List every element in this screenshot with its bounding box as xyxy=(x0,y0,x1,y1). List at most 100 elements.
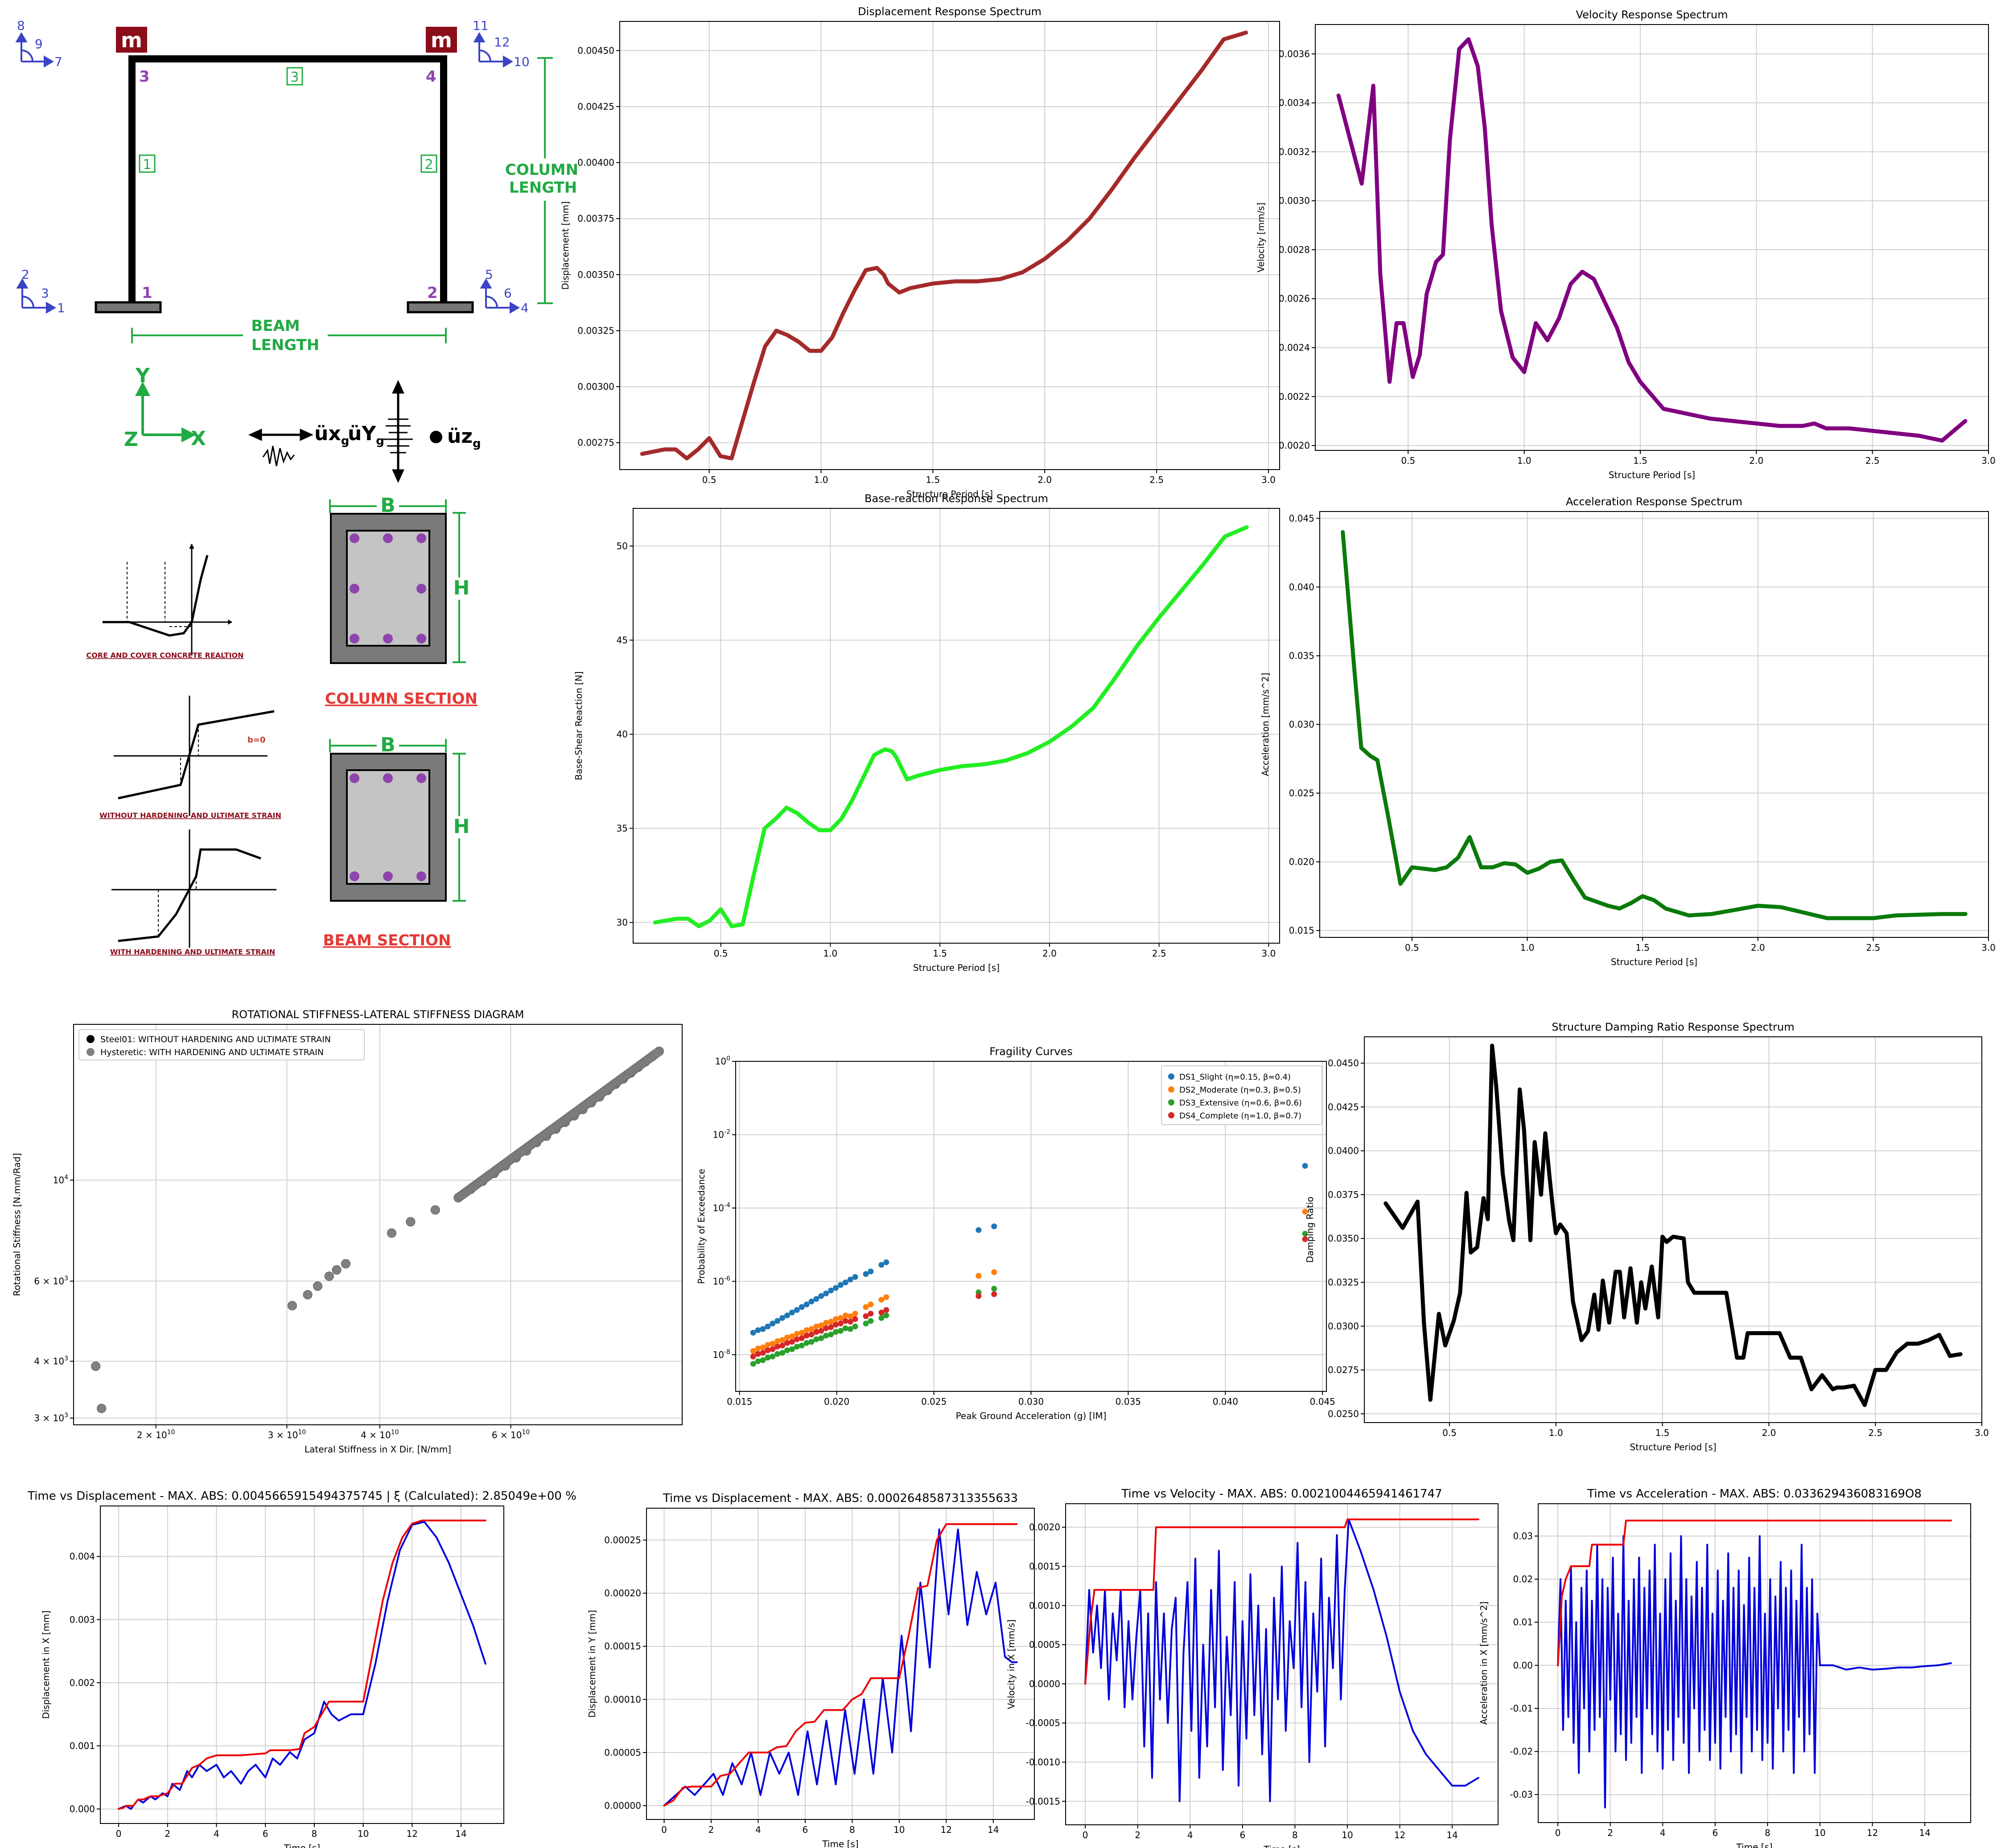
series-line-1 xyxy=(1084,1518,1479,1685)
excitation-y-arrow-icon xyxy=(383,380,413,483)
x-tick-label: 0.5 xyxy=(1401,455,1415,466)
y-tick-label: 0.0425 xyxy=(1328,1101,1359,1112)
scatter-point xyxy=(976,1273,982,1279)
y-tick-label: 0.00025 xyxy=(604,1534,641,1545)
series-line-0 xyxy=(653,525,1249,928)
scatter-point xyxy=(313,1281,322,1291)
x-tick-label: 0.035 xyxy=(1116,1396,1141,1407)
x-tick-label: 8 xyxy=(312,1828,317,1839)
scatter-point xyxy=(832,1329,839,1335)
scatter-point xyxy=(97,1403,107,1413)
y-tick-label: 0.00300 xyxy=(577,381,614,392)
scatter-point xyxy=(818,1335,824,1341)
x-axis-label: Time [s] xyxy=(1736,1842,1772,1848)
scatter-point xyxy=(765,1342,771,1348)
y-tick-label: 0.0375 xyxy=(1328,1189,1359,1200)
scatter-point xyxy=(883,1312,889,1319)
y-tick-label: 0.0325 xyxy=(1328,1277,1359,1287)
x-tick-label: 14 xyxy=(455,1828,466,1839)
x-tick-label: 0.5 xyxy=(714,948,728,959)
x-tick-label: 10 xyxy=(893,1824,905,1835)
scatter-point xyxy=(808,1339,815,1345)
scatter-point xyxy=(760,1344,766,1350)
x-tick-label: 6 xyxy=(1239,1830,1245,1840)
x-tick-label: 1.5 xyxy=(1635,942,1650,953)
y-tick-label: 0.0350 xyxy=(1328,1233,1359,1244)
scatter-point xyxy=(1302,1230,1308,1237)
scatter-point xyxy=(832,1316,839,1322)
mass-box-right xyxy=(426,27,457,53)
scatter-point xyxy=(842,1325,848,1332)
scatter-point xyxy=(287,1301,297,1311)
scatter-point xyxy=(818,1322,824,1328)
scatter-point xyxy=(852,1311,858,1317)
chart-title: ROTATIONAL STIFFNESS-LATERAL STIFFNESS D… xyxy=(232,1008,524,1021)
axis-x-label: X xyxy=(191,427,206,450)
scatter-point xyxy=(842,1318,848,1324)
x-tick-label: 14 xyxy=(1919,1827,1930,1838)
y-tick-label: 0.00010 xyxy=(604,1694,641,1705)
scatter-point xyxy=(837,1328,844,1334)
scatter-point xyxy=(760,1326,766,1332)
time-acceleration-x-chart: 0 2 4 6 8 10 12 14 -0.03 -0.02 -0.01 0.00 0.01 0.02 0.… xyxy=(1478,1487,1971,1848)
scatter-point xyxy=(789,1309,795,1316)
scatter-point xyxy=(387,1228,396,1238)
x-tick-label: 2.5 xyxy=(1152,948,1166,959)
y-tick-label: 40 xyxy=(617,729,628,739)
x-tick-label: 6 xyxy=(1712,1827,1718,1838)
scatter-point xyxy=(976,1227,982,1233)
y-tick-label: -0.02 xyxy=(1510,1746,1533,1757)
rotational-lateral-stiffness-chart: 2 × 1010 3 × 1010 4 × 1010 6 × 1010 3 × 103 4… xyxy=(12,1008,683,1455)
y-tick-label: 0.00350 xyxy=(577,269,614,280)
x-tick-label: 2 × 1010 xyxy=(137,1429,175,1440)
y-tick-label: -0.0015 xyxy=(1026,1796,1060,1807)
dof-label-2: 2 xyxy=(21,267,29,282)
x-tick-label: 0 xyxy=(1555,1827,1561,1838)
x-tick-label: 4 xyxy=(1187,1830,1193,1840)
chart-title: Structure Damping Ratio Response Spectru… xyxy=(1552,1021,1794,1033)
scatter-point xyxy=(813,1323,819,1329)
element-box-3 xyxy=(286,67,303,86)
scatter-point xyxy=(868,1311,874,1317)
scatter-point xyxy=(852,1274,858,1280)
x-tick-label: 0.025 xyxy=(921,1396,947,1407)
dof-label-7: 7 xyxy=(54,54,62,69)
y-axis-label: Base-Shear Reaction [N] xyxy=(573,671,584,780)
y-tick-label: 0.00450 xyxy=(577,45,614,56)
material-steel01-diagram xyxy=(114,696,275,816)
y-tick-label: 10-2 xyxy=(713,1128,730,1140)
scatter-point xyxy=(847,1319,853,1325)
y-tick-label: 0.0450 xyxy=(1328,1058,1359,1068)
x-tick-label: 1.0 xyxy=(1549,1427,1563,1438)
scatter-point xyxy=(991,1286,997,1292)
x-axis-label: Structure Period [s] xyxy=(1611,957,1697,967)
dof-triad-node1 xyxy=(16,278,56,314)
scatter-point xyxy=(774,1351,781,1357)
scatter-point xyxy=(760,1350,766,1356)
scatter-point xyxy=(868,1268,874,1275)
y-tick-label: 0.0022 xyxy=(1279,391,1310,402)
y-tick-label: 0.004 xyxy=(70,1551,95,1562)
scatter-point xyxy=(991,1269,997,1275)
scatter-point xyxy=(799,1342,805,1349)
plot-marks xyxy=(653,525,1249,928)
y-axis-label: Probability of Exceedance xyxy=(696,1169,707,1284)
dof-label-10: 10 xyxy=(514,54,530,69)
series-line-0 xyxy=(1383,1044,1963,1407)
scatter-point xyxy=(1302,1236,1308,1242)
x-tick-label: 1.5 xyxy=(933,948,947,959)
y-tick-label: 3 × 103 xyxy=(34,1412,68,1423)
y-tick-label: 0.0300 xyxy=(1328,1321,1359,1332)
scatter-point xyxy=(755,1351,761,1357)
material-hysteretic-diagram xyxy=(111,829,276,948)
y-tick-label: 0.03 xyxy=(1513,1530,1533,1541)
scatter-point xyxy=(828,1287,834,1294)
displacement-spectrum-chart: 0.5 1.0 1.5 2.0 2.5 3.0 0.00275 0.00300 0.00325 0… xyxy=(560,5,1280,499)
scatter-point xyxy=(813,1329,819,1335)
scatter-point xyxy=(823,1320,829,1326)
x-tick-label: 0.030 xyxy=(1018,1396,1044,1407)
x-tick-label: 8 xyxy=(849,1824,855,1835)
x-tick-label: 3.0 xyxy=(1981,942,1996,953)
plot-border xyxy=(1065,1503,1499,1825)
